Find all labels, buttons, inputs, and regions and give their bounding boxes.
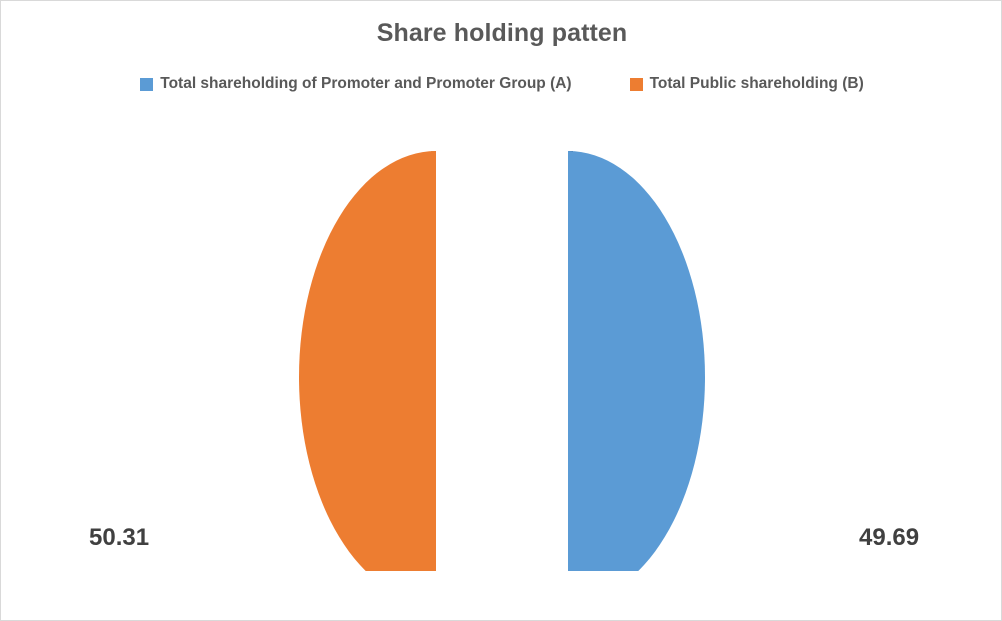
legend-label-public: Total Public shareholding (B) [649,75,864,92]
pie-slice-promoter-top [568,151,705,571]
chart-legend: Total shareholding of Promoter and Promo… [1,75,1001,93]
legend-label-promoter: Total shareholding of Promoter and Promo… [160,75,572,92]
data-label-promoter: 49.69 [859,524,920,551]
pie-slice-public[interactable] [299,151,436,571]
pie-plot-area: 50.31 49.69 [1,151,1001,571]
legend-item-public[interactable]: Total Public shareholding (B) [629,75,864,93]
legend-swatch-icon-public [629,77,643,91]
chart-title: Share holding patten [376,19,628,47]
pie-slice-public-top [299,151,436,571]
legend-swatch-icon-promoter [140,77,154,91]
data-label-public: 50.31 [89,524,150,551]
legend-item-promoter[interactable]: Total shareholding of Promoter and Promo… [140,75,572,93]
pie-slice-promoter[interactable] [568,151,705,571]
pie-chart-graphic [299,151,705,571]
